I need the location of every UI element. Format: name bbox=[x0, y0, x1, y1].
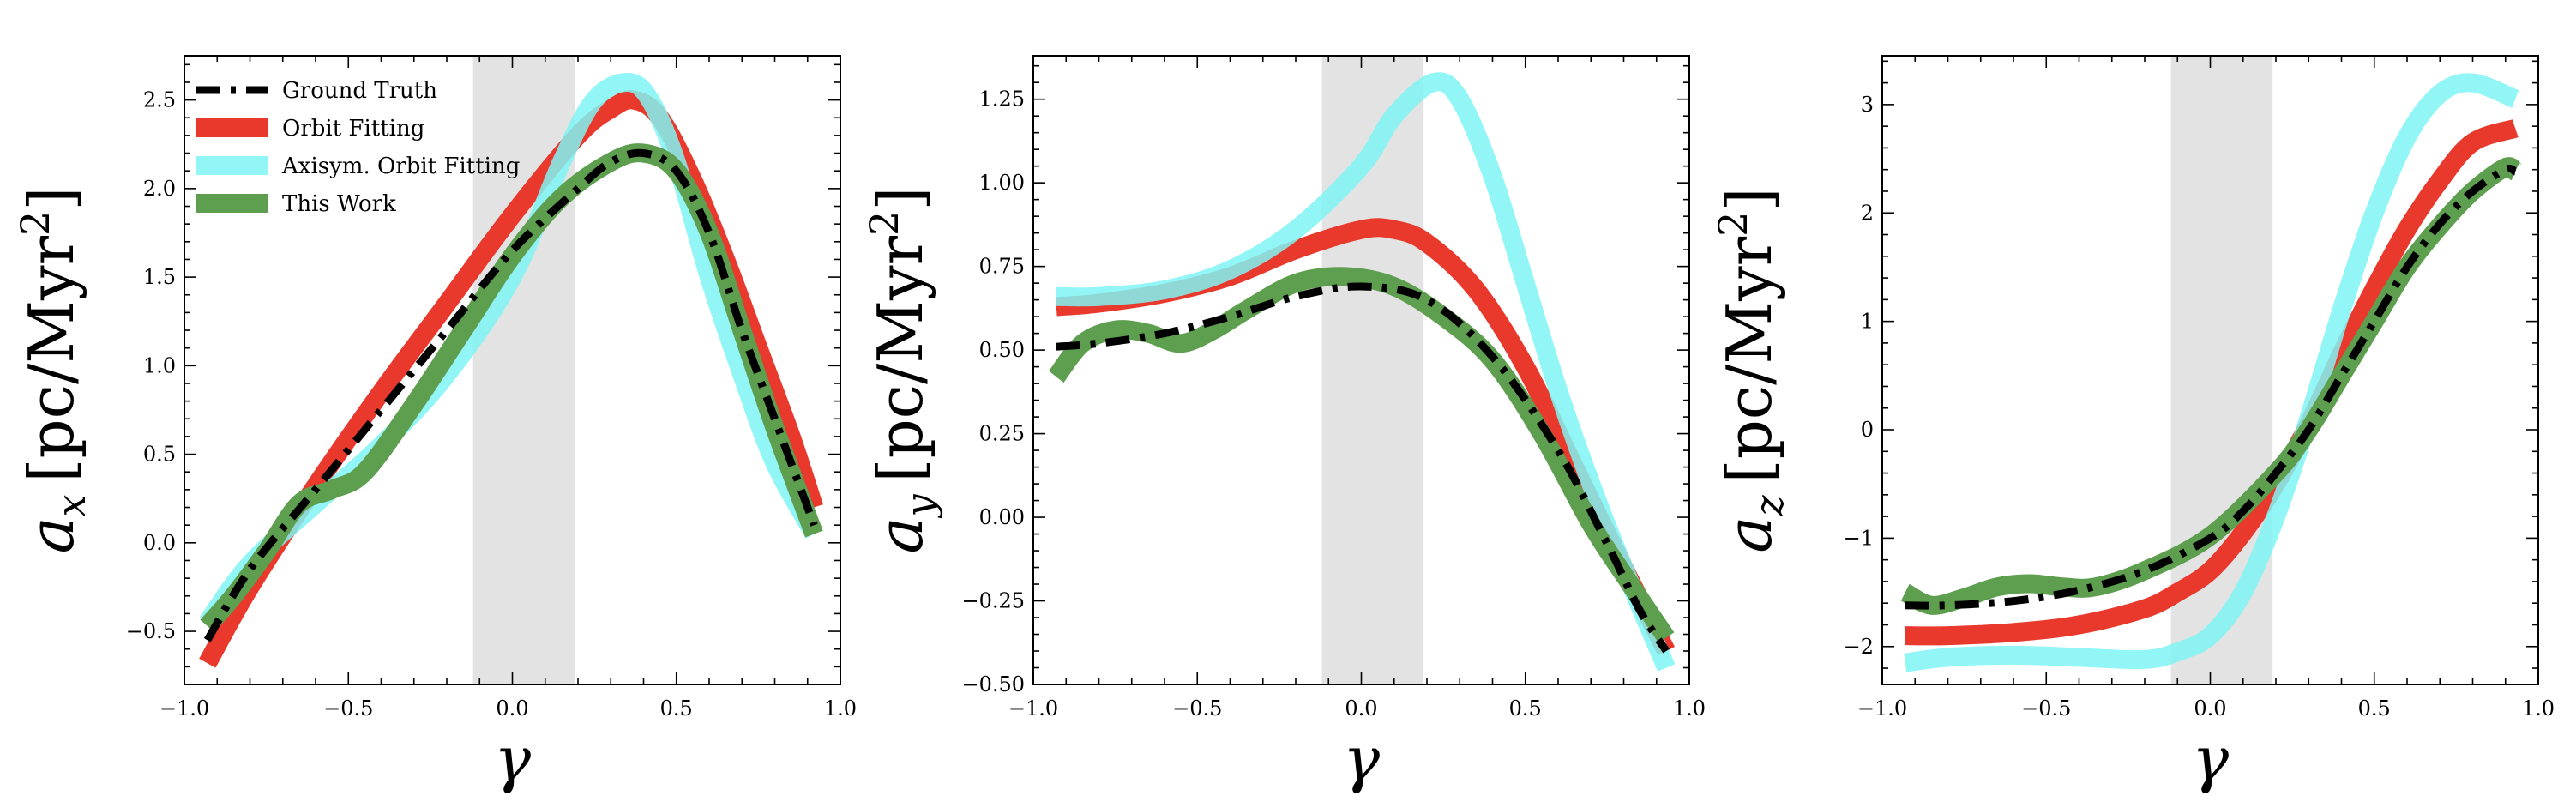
legend-label: Orbit Fitting bbox=[282, 116, 424, 142]
y-tick-label: −0.25 bbox=[961, 589, 1025, 613]
y-axis-label: az[pc/Myr2] bbox=[1710, 187, 1792, 552]
x-tick-label: 0.5 bbox=[660, 696, 693, 721]
y-tick-label: 1.25 bbox=[979, 87, 1025, 112]
x-tick-label: −1.0 bbox=[1857, 696, 1907, 721]
panel-3: −1.0 −0.5 0.0 0.5 1.0 −2 −1 0 1 2 3 γ az[pc/Myr2] bbox=[1710, 55, 2555, 795]
series-line-axisym-orbit-fitting bbox=[1904, 73, 2519, 672]
x-tick-label: −0.5 bbox=[2021, 696, 2071, 721]
y-axis-label: ax[pc/Myr2] bbox=[12, 187, 94, 554]
y-tick-label: 0 bbox=[1861, 418, 1874, 442]
panel-2: −1.0 −0.5 0.0 0.5 1.0 −0.50 −0.25 0.00 0.25 0.50 0… bbox=[861, 55, 1706, 795]
y-tick-label: 2 bbox=[1861, 201, 1874, 225]
x-tick-label: −0.5 bbox=[323, 696, 373, 721]
y-tick-label: −2 bbox=[1844, 635, 1874, 659]
x-tick-label: 1.0 bbox=[1673, 696, 1706, 721]
y-tick-label: 0.00 bbox=[979, 505, 1025, 529]
y-tick-label: 2.0 bbox=[143, 177, 176, 201]
panel-1: −1.0 −0.5 0.0 0.5 1.0 −0.5 0.0 0.5 1.0 1.5 2.0 2.5 γ… bbox=[12, 55, 857, 795]
y-tick-label: 1.0 bbox=[143, 353, 176, 377]
x-tick-label: −0.5 bbox=[1172, 696, 1222, 721]
plot-area bbox=[1900, 73, 2523, 672]
y-tick-label: 1.00 bbox=[979, 171, 1025, 195]
x-axis-label: γ bbox=[2192, 723, 2230, 795]
y-tick-label: 0.5 bbox=[143, 443, 176, 467]
series-line-this-work bbox=[1048, 267, 1675, 643]
y-tick-label: 3 bbox=[1861, 93, 1874, 117]
legend-label: This Work bbox=[282, 191, 396, 217]
y-axis-label: ay[pc/Myr2] bbox=[861, 187, 943, 554]
x-tick-label: 0.0 bbox=[496, 696, 528, 721]
plot-area bbox=[199, 72, 823, 668]
plot-area bbox=[1048, 72, 1676, 672]
y-tick-label: 1.5 bbox=[143, 265, 176, 289]
legend: Ground Truth Orbit Fitting Axisym. Orbit F… bbox=[196, 78, 520, 217]
y-tick-label: 2.5 bbox=[143, 88, 176, 112]
x-axis-label: γ bbox=[1343, 723, 1381, 795]
legend-label: Ground Truth bbox=[282, 78, 437, 104]
x-tick-label: 0.5 bbox=[2358, 696, 2391, 721]
y-tick-label: −0.5 bbox=[126, 619, 176, 643]
x-tick-label: 1.0 bbox=[2522, 696, 2555, 721]
x-tick-label: 0.5 bbox=[1509, 696, 1542, 721]
y-tick-label: 0.0 bbox=[143, 531, 176, 555]
legend-label: Axisym. Orbit Fitting bbox=[281, 154, 520, 179]
x-tick-label: 1.0 bbox=[824, 696, 857, 721]
series-line-orbit-fitting bbox=[1905, 119, 2519, 646]
x-tick-label: −1.0 bbox=[159, 696, 209, 721]
y-tick-label: 1 bbox=[1861, 310, 1874, 334]
x-axis-label: γ bbox=[494, 723, 532, 795]
series-line-ground-truth bbox=[1056, 282, 1670, 654]
x-tick-label: −1.0 bbox=[1008, 696, 1058, 721]
x-tick-label: 0.0 bbox=[1345, 696, 1377, 721]
y-tick-label: −0.50 bbox=[961, 672, 1025, 696]
y-tick-label: 0.25 bbox=[979, 422, 1025, 446]
y-tick-label: 0.75 bbox=[979, 255, 1025, 279]
y-tick-label: −1 bbox=[1844, 526, 1874, 550]
x-tick-label: 0.0 bbox=[2194, 696, 2226, 721]
series-line-axisym-orbit-fitting bbox=[1056, 72, 1676, 672]
y-tick-label: 0.50 bbox=[979, 338, 1025, 362]
